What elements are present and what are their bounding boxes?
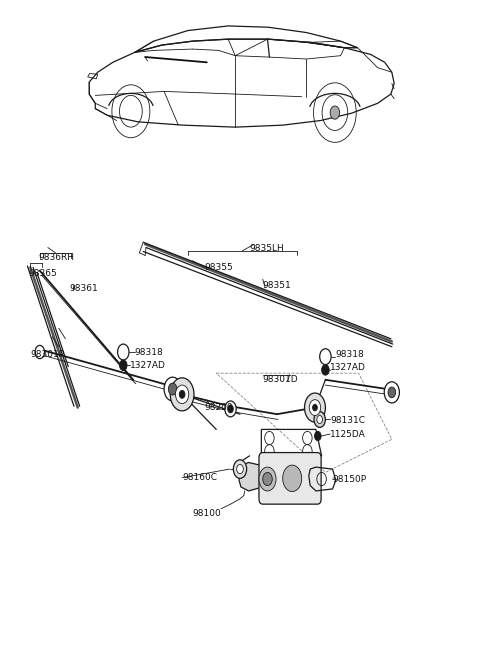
Circle shape [314,432,321,441]
Circle shape [228,405,233,413]
Circle shape [304,393,325,422]
Circle shape [388,387,396,398]
Circle shape [179,390,185,398]
Circle shape [168,383,177,395]
Text: 98318: 98318 [135,348,163,357]
Text: 98100: 98100 [192,509,221,518]
Text: 98318: 98318 [335,350,364,359]
Text: 9835LH: 9835LH [250,244,284,253]
Text: 1327AD: 1327AD [330,364,366,372]
Text: 98160C: 98160C [182,473,217,482]
Text: 98351: 98351 [263,281,291,290]
Circle shape [233,460,247,478]
Circle shape [164,377,181,401]
Circle shape [259,467,276,491]
Text: 98131C: 98131C [330,416,365,426]
Circle shape [386,384,397,400]
Circle shape [384,382,399,403]
Circle shape [317,416,323,424]
Circle shape [283,465,301,492]
Text: 98355: 98355 [204,263,233,272]
Circle shape [225,401,236,417]
Text: 98365: 98365 [29,269,58,278]
Circle shape [330,106,340,119]
Text: 98150P: 98150P [333,474,367,484]
Circle shape [170,378,194,411]
Circle shape [322,365,329,375]
Circle shape [263,472,272,486]
Circle shape [314,412,325,428]
Circle shape [176,385,189,404]
Text: 98200: 98200 [204,403,233,412]
Text: 98301D: 98301D [263,376,299,384]
Text: 98361: 98361 [69,284,98,293]
Circle shape [309,400,321,416]
Text: 9836RH: 9836RH [38,253,74,262]
Text: 1327AD: 1327AD [130,361,166,370]
Text: 1125DA: 1125DA [330,430,366,438]
Polygon shape [239,462,268,491]
Circle shape [120,360,127,371]
Circle shape [237,464,243,474]
Circle shape [312,404,317,411]
Circle shape [35,346,45,359]
Text: 98301P: 98301P [30,350,64,359]
FancyBboxPatch shape [259,453,321,504]
